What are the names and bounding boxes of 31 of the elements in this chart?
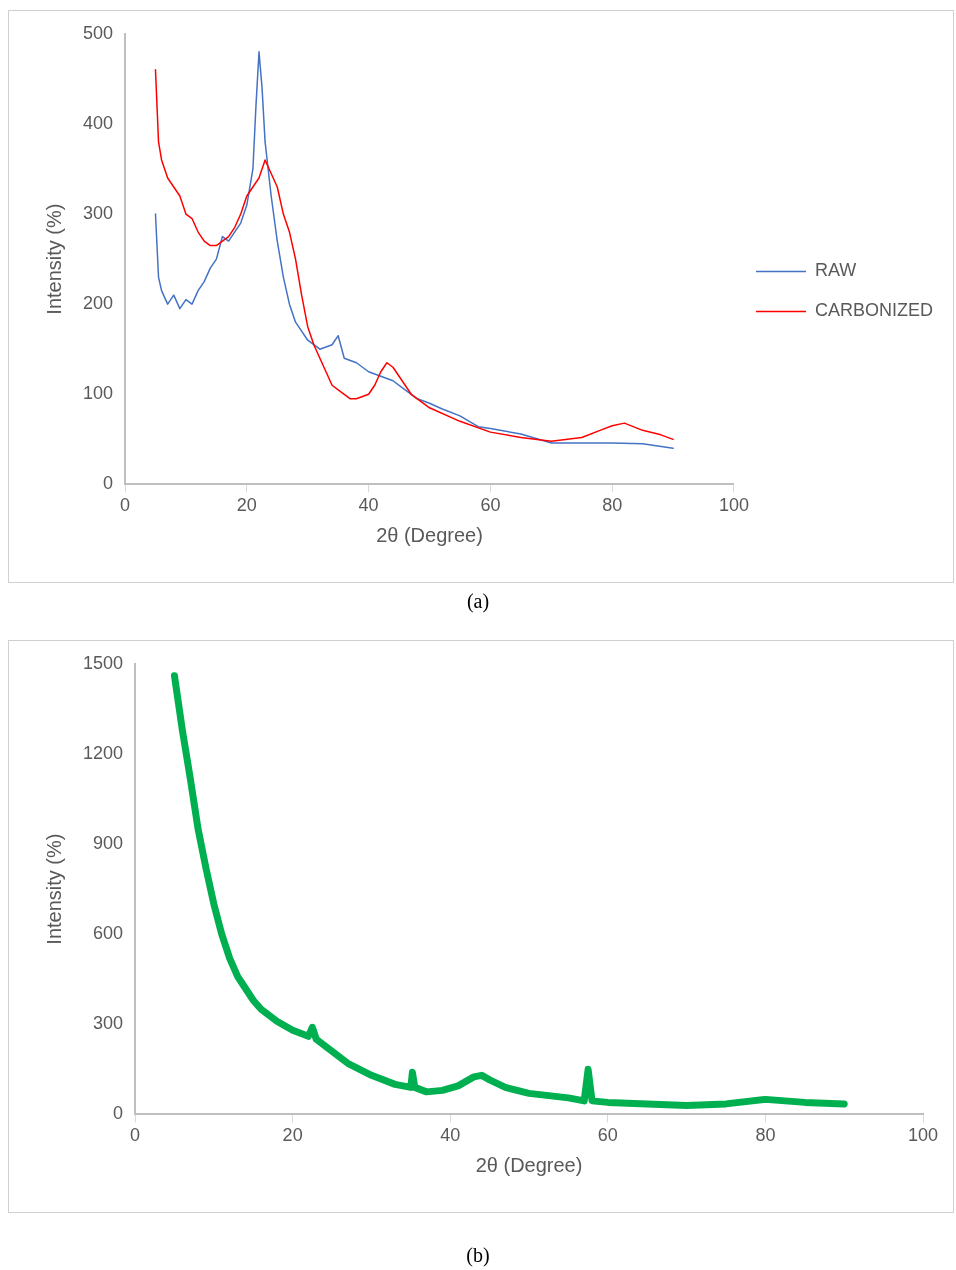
x-tick-label: 100 xyxy=(718,495,750,516)
x-tick-label: 20 xyxy=(236,495,257,516)
y-tick-label: 300 xyxy=(93,1013,124,1034)
y-tick-label: 0 xyxy=(103,473,114,494)
y-tick-label: 0 xyxy=(113,1103,124,1124)
x-tick-label: 40 xyxy=(440,1125,461,1146)
y-tick-label: 100 xyxy=(82,383,114,404)
y-tick-label: 200 xyxy=(82,293,114,314)
x-tick-label: 100 xyxy=(907,1125,939,1146)
y-tick-label: 1500 xyxy=(83,652,124,673)
x-tick-label: 20 xyxy=(282,1125,303,1146)
y-tick-label: 900 xyxy=(93,833,124,854)
x-axis-title: 2θ (Degree) xyxy=(475,1153,583,1176)
y-tick-label: 500 xyxy=(82,22,114,43)
x-tick-label: 0 xyxy=(130,1125,141,1146)
y-tick-label: 1200 xyxy=(83,742,124,763)
x-tick-label: 60 xyxy=(597,1125,618,1146)
y-axis-title: Intensity (%) xyxy=(42,833,65,945)
y-tick-label: 600 xyxy=(93,923,124,944)
x-tick-label: 80 xyxy=(602,495,623,516)
x-tick-label: 60 xyxy=(480,495,501,516)
y-tick-label: 300 xyxy=(82,203,114,224)
text: (a) xyxy=(465,590,491,613)
text: (b) xyxy=(465,1244,491,1267)
y-tick-label: 400 xyxy=(82,112,114,133)
legend-label: RAW xyxy=(814,260,857,281)
x-tick-label: 80 xyxy=(755,1125,776,1146)
x-tick-label: 40 xyxy=(358,495,379,516)
legend-label: CARBONIZED xyxy=(814,300,933,321)
x-axis-title: 2θ (Degree) xyxy=(376,523,483,546)
y-axis-title: Intensity (%) xyxy=(42,203,65,315)
